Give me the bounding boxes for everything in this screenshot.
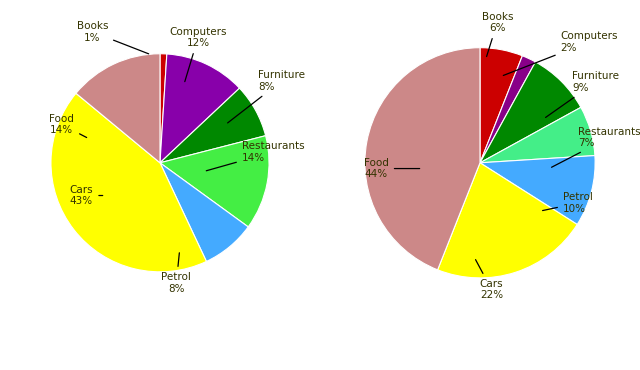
Wedge shape xyxy=(160,54,167,163)
Text: Spending habits of people in UK between 1971 and 2001: Spending habits of people in UK between … xyxy=(63,339,577,353)
Text: Restaurants
14%: Restaurants 14% xyxy=(206,141,305,171)
Text: Petrol
8%: Petrol 8% xyxy=(161,253,191,293)
Text: Petrol
10%: Petrol 10% xyxy=(543,192,593,214)
Wedge shape xyxy=(438,163,577,278)
Wedge shape xyxy=(480,62,581,163)
Wedge shape xyxy=(160,54,239,163)
Text: Furniture
8%: Furniture 8% xyxy=(228,70,305,123)
Wedge shape xyxy=(160,136,269,227)
Text: Computers
2%: Computers 2% xyxy=(503,31,618,75)
Wedge shape xyxy=(51,93,207,272)
Text: Furniture
9%: Furniture 9% xyxy=(545,71,619,117)
Wedge shape xyxy=(365,48,480,270)
Wedge shape xyxy=(480,48,522,163)
Text: Computers
12%: Computers 12% xyxy=(170,27,227,82)
Text: Books
6%: Books 6% xyxy=(481,11,513,57)
Text: Cars
43%: Cars 43% xyxy=(70,185,102,206)
Wedge shape xyxy=(160,163,248,262)
Text: Food
14%: Food 14% xyxy=(49,114,86,138)
Wedge shape xyxy=(480,107,595,163)
Wedge shape xyxy=(160,88,266,163)
Text: Cars
22%: Cars 22% xyxy=(476,260,503,300)
Text: Restaurants
7%: Restaurants 7% xyxy=(552,127,640,167)
Wedge shape xyxy=(76,54,160,163)
Text: Food
44%: Food 44% xyxy=(364,158,420,179)
Wedge shape xyxy=(480,155,595,225)
Text: Books
1%: Books 1% xyxy=(77,21,148,54)
Wedge shape xyxy=(480,56,536,163)
